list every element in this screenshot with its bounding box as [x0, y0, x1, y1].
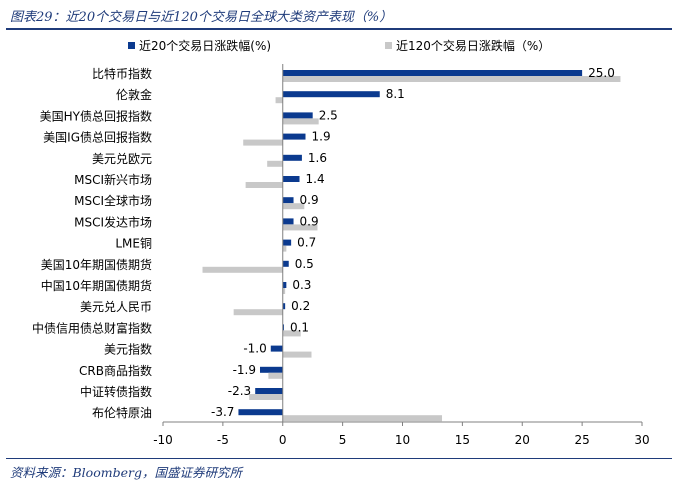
- category-label: 比特币指数: [92, 66, 152, 81]
- bar-120d: [282, 288, 286, 294]
- category-label: 布伦特原油: [92, 405, 152, 420]
- bar-120d: [282, 330, 301, 337]
- data-label: 8.1: [386, 87, 405, 101]
- x-tick-label: 15: [455, 433, 470, 447]
- legend-swatch-series-1: [128, 42, 135, 49]
- bar-120d: [282, 351, 312, 358]
- bar-20d: [282, 218, 294, 225]
- bar-120d: [282, 203, 305, 210]
- bar-120d: [282, 76, 621, 82]
- title-divider: [6, 28, 672, 30]
- source-note: 资料来源：Bloomberg，国盛证券研究所: [10, 465, 242, 480]
- bar-20d: [282, 154, 302, 161]
- bar-120d: [275, 97, 283, 104]
- bar-120d: [282, 245, 287, 252]
- category-label: MSCI发达市场: [74, 214, 152, 229]
- bar-120d: [267, 160, 283, 167]
- x-tick-label: 30: [634, 433, 649, 447]
- data-label: -1.9: [233, 363, 256, 377]
- chart-title: 图表29：近20个交易日与近120个交易日全球大类资产表现（%）: [10, 10, 393, 25]
- footer-divider: [6, 458, 672, 459]
- data-label: 0.5: [295, 257, 314, 271]
- category-label: 美元兑人民币: [80, 300, 152, 314]
- category-label: 美元兑欧元: [92, 152, 152, 166]
- data-label: -1.0: [243, 342, 266, 356]
- bar-20d: [282, 324, 284, 331]
- bar-20d: [282, 176, 300, 182]
- data-label: 1.4: [306, 172, 325, 186]
- x-tick-label: 5: [339, 433, 347, 447]
- bar-20d: [238, 409, 283, 416]
- category-label: MSCI新兴市场: [74, 172, 152, 187]
- bar-120d: [282, 415, 443, 422]
- bar-20d: [282, 282, 287, 288]
- category-label: 美国10年期国债期货: [41, 257, 152, 272]
- data-label: 0.2: [291, 299, 310, 313]
- bar-20d: [282, 239, 292, 246]
- category-label: 美元指数: [104, 342, 152, 357]
- bar-20d: [255, 388, 283, 394]
- data-label: 1.6: [308, 151, 327, 165]
- data-label: 25.0: [588, 66, 615, 80]
- data-label: -2.3: [228, 384, 251, 398]
- data-label: 0.7: [297, 236, 316, 250]
- bar-120d: [243, 139, 283, 146]
- category-label: 美国HY债总回报指数: [40, 108, 152, 123]
- x-tick-label: 25: [574, 433, 589, 447]
- data-label: 0.1: [290, 320, 309, 334]
- bar-120d: [249, 394, 283, 400]
- legend-label-series-2: 近120个交易日涨跌幅（%）: [396, 38, 550, 53]
- bar-20d: [282, 260, 289, 267]
- legend-label-series-1: 近20个交易日涨跌幅(%): [139, 38, 271, 53]
- bar-20d: [270, 345, 283, 352]
- category-label: MSCI全球市场: [74, 193, 152, 208]
- x-tick-label: 20: [515, 433, 530, 447]
- bar-120d: [268, 372, 283, 379]
- bar-20d: [282, 303, 286, 310]
- bar-120d: [282, 118, 319, 125]
- bar-120d: [202, 266, 283, 273]
- bar-20d: [282, 70, 583, 76]
- category-label: LME铜: [115, 236, 152, 251]
- data-label: 2.5: [319, 108, 338, 122]
- bar-20d: [282, 112, 313, 119]
- x-tick-label: 0: [279, 433, 287, 447]
- data-label: 0.3: [292, 278, 311, 292]
- category-label: 伦敦金: [116, 87, 152, 102]
- category-label: 美国IG债总回报指数: [43, 130, 152, 145]
- category-label: 中债信用债总财富指数: [32, 320, 152, 335]
- data-label: -3.7: [211, 405, 234, 419]
- bar-20d: [282, 197, 294, 204]
- x-tick-label: -5: [217, 433, 229, 447]
- x-tick-label: -10: [153, 433, 173, 447]
- x-tick-label: 10: [395, 433, 410, 447]
- bar-20d: [282, 91, 380, 98]
- bar-120d: [233, 309, 283, 316]
- bar-120d: [282, 224, 318, 231]
- data-label: 1.9: [312, 130, 331, 144]
- data-label: 0.9: [300, 193, 319, 207]
- data-label: 0.9: [300, 214, 319, 228]
- bar-20d: [282, 133, 306, 140]
- category-label: CRB商品指数: [79, 363, 152, 378]
- bar-120d: [245, 182, 283, 188]
- category-label: 中国10年期国债期货: [41, 278, 152, 293]
- bar-20d: [259, 366, 283, 373]
- legend-swatch-series-2: [385, 42, 392, 49]
- category-label: 中证转债指数: [80, 384, 152, 399]
